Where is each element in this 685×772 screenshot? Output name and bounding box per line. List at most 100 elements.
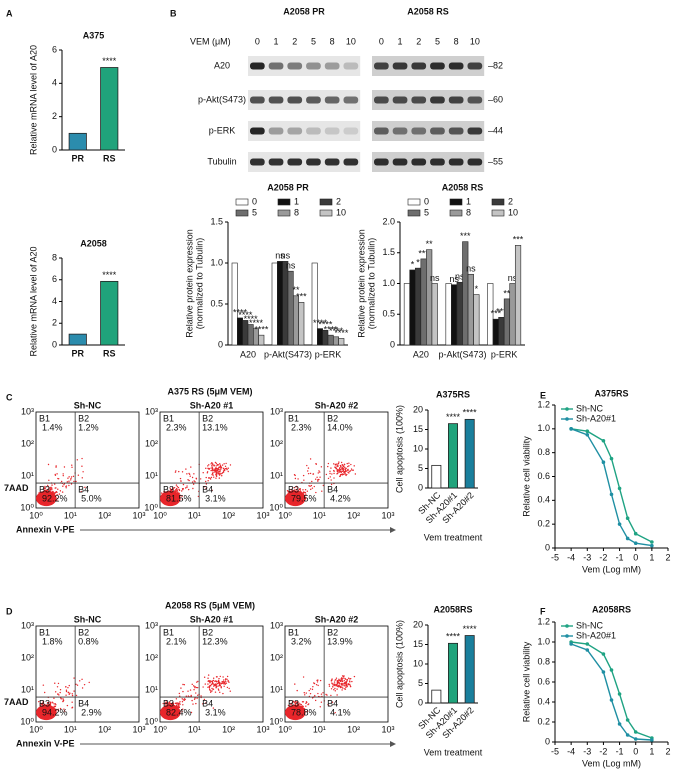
cell-event	[82, 471, 84, 473]
cell-event	[166, 712, 169, 714]
cell-event	[67, 687, 69, 689]
cell-event	[292, 497, 294, 499]
cell-event	[223, 681, 225, 684]
cell-event	[63, 483, 65, 486]
cell-event	[166, 708, 168, 710]
cell-event	[213, 464, 215, 466]
panel-label: C	[6, 392, 13, 402]
x-tick-label: -3	[583, 552, 591, 562]
cell-event	[175, 490, 177, 493]
cell-event	[290, 496, 292, 499]
cell-event	[343, 679, 345, 682]
cell-event	[193, 473, 195, 475]
cell-event	[177, 486, 180, 489]
cell-event	[171, 487, 174, 489]
blot-mw-marker: –44	[488, 125, 503, 135]
cell-event	[315, 462, 317, 465]
cell-event	[172, 498, 174, 500]
blot-band	[324, 62, 340, 70]
cell-event	[211, 466, 213, 468]
x-tick-label: -4	[567, 552, 575, 562]
cell-event	[211, 463, 214, 465]
cell-event	[178, 709, 181, 712]
cell-event	[81, 457, 83, 460]
cell-event	[179, 695, 181, 697]
data-point	[633, 737, 638, 741]
cell-event	[296, 689, 298, 692]
cell-event	[331, 682, 333, 684]
bar	[231, 262, 238, 346]
x-tick-label: -1	[616, 552, 624, 562]
bar	[68, 132, 87, 151]
cell-event	[218, 467, 220, 469]
x-tick-label: 0	[633, 746, 638, 756]
panel-label: B	[170, 8, 177, 18]
cell-event	[171, 708, 173, 711]
cell-event	[302, 710, 304, 713]
legend-label: 8	[294, 207, 299, 217]
cell-event	[208, 467, 210, 470]
cell-event	[204, 702, 207, 704]
y-axis-title: Relative cell viability	[521, 436, 531, 517]
cell-event	[336, 681, 339, 683]
cell-event	[171, 493, 173, 495]
cell-event	[346, 679, 349, 681]
bar	[327, 334, 334, 346]
cell-event	[54, 691, 57, 693]
blot-band	[430, 127, 445, 135]
cell-event	[50, 486, 52, 489]
cell-event	[175, 707, 178, 709]
cell-event	[331, 473, 333, 475]
x-tick-label: -3	[583, 746, 591, 756]
cell-event	[294, 501, 297, 504]
cell-event	[194, 685, 196, 688]
cell-event	[174, 471, 177, 473]
cell-event	[315, 683, 318, 686]
cell-event	[297, 703, 299, 706]
cell-event	[308, 485, 310, 487]
y-tick-label: 0.2	[537, 519, 550, 529]
x-tick-label: PR	[71, 153, 84, 163]
legend-swatch	[277, 209, 291, 217]
cell-event	[214, 680, 216, 683]
cell-event	[182, 488, 184, 491]
data-point	[633, 541, 638, 546]
cell-event	[306, 464, 308, 467]
blot-band	[392, 158, 408, 166]
cell-event	[301, 494, 303, 496]
cell-event	[62, 474, 64, 477]
cell-event	[221, 472, 224, 474]
cell-event	[70, 476, 73, 478]
cell-event	[337, 680, 339, 682]
cell-event	[49, 490, 51, 493]
bar	[456, 281, 463, 346]
data-point	[633, 531, 638, 536]
blot-strip	[248, 90, 361, 110]
cell-event	[175, 711, 178, 713]
bar	[68, 333, 87, 346]
cell-event	[162, 702, 164, 705]
cell-event	[47, 711, 50, 713]
cell-event	[63, 708, 65, 710]
cell-event	[217, 464, 220, 466]
data-point	[625, 516, 630, 521]
cell-event	[297, 490, 300, 493]
cell-event	[349, 683, 351, 686]
cell-event	[215, 465, 217, 467]
cell-event	[41, 702, 43, 705]
cell-event	[227, 467, 230, 469]
cell-event	[42, 708, 44, 710]
data-point	[650, 540, 654, 544]
quadrant-percent: 2.9%	[81, 707, 102, 717]
cell-event	[216, 463, 219, 466]
cell-event	[45, 490, 47, 492]
cell-event	[304, 489, 307, 491]
data-point	[585, 642, 590, 646]
cell-event	[331, 678, 333, 680]
cell-event	[223, 683, 225, 685]
cell-event	[314, 694, 316, 697]
cell-event	[88, 681, 90, 684]
quadrant-percent: 2.3%	[291, 422, 312, 432]
cell-event	[165, 704, 167, 707]
y-tick-label: 0.5	[210, 298, 223, 308]
